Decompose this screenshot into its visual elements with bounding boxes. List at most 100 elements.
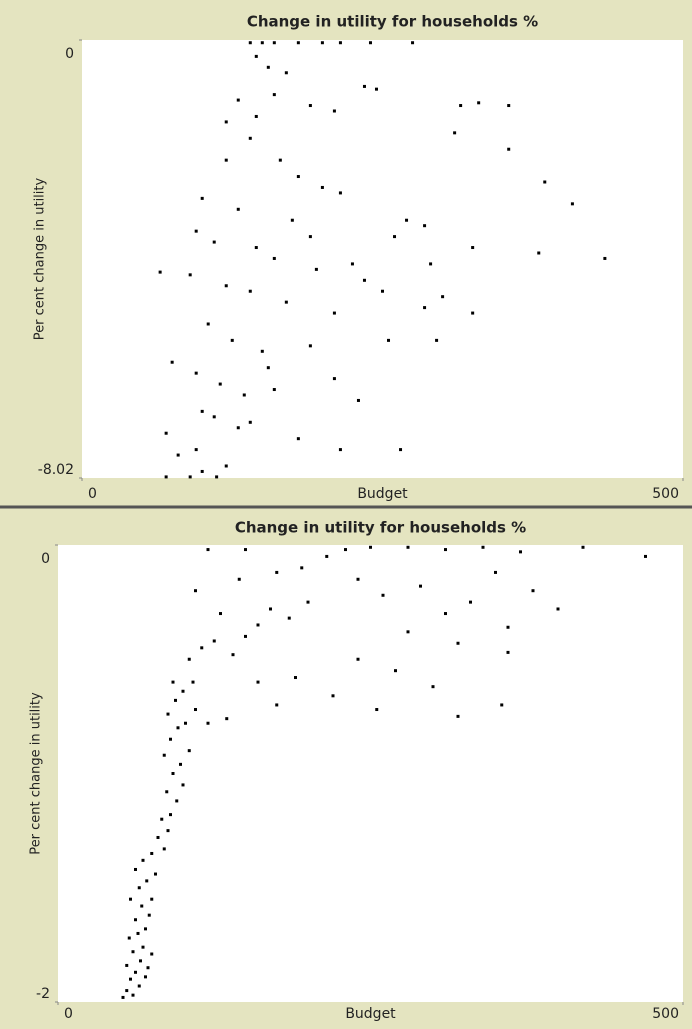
point bbox=[356, 398, 360, 402]
point bbox=[429, 262, 433, 266]
point bbox=[215, 475, 219, 479]
point bbox=[272, 93, 276, 97]
point bbox=[266, 65, 270, 69]
y-tick-label: -2 bbox=[36, 986, 50, 1002]
point bbox=[206, 548, 210, 552]
point bbox=[444, 612, 447, 616]
point bbox=[338, 448, 342, 452]
y-tick-label: 0 bbox=[41, 551, 50, 567]
plot-area bbox=[58, 545, 683, 1002]
point bbox=[170, 360, 174, 364]
point bbox=[141, 945, 145, 949]
point bbox=[244, 548, 247, 552]
point bbox=[506, 650, 510, 654]
point bbox=[158, 270, 162, 274]
point bbox=[194, 589, 197, 593]
point bbox=[237, 577, 241, 581]
point bbox=[150, 897, 154, 901]
point bbox=[242, 393, 246, 397]
point bbox=[275, 570, 279, 574]
point bbox=[166, 829, 170, 833]
point bbox=[308, 235, 312, 239]
point bbox=[381, 593, 385, 597]
point bbox=[129, 897, 132, 901]
point bbox=[332, 109, 336, 113]
chart-title: Change in utility for households % bbox=[247, 13, 538, 31]
point bbox=[200, 469, 204, 473]
point bbox=[231, 653, 235, 657]
point bbox=[200, 409, 204, 413]
point bbox=[507, 104, 511, 108]
point bbox=[423, 306, 427, 310]
point bbox=[125, 963, 129, 967]
point bbox=[570, 202, 574, 206]
point bbox=[194, 448, 198, 452]
point bbox=[236, 426, 240, 430]
point bbox=[374, 87, 378, 91]
y-axis-label: Per cent change in utility bbox=[33, 178, 48, 341]
point bbox=[150, 952, 154, 956]
point bbox=[269, 607, 272, 611]
point bbox=[146, 966, 150, 970]
y-tick-label: -8.02 bbox=[38, 462, 74, 478]
x-tick-label: 500 bbox=[652, 1006, 679, 1022]
point bbox=[423, 224, 427, 228]
point bbox=[459, 104, 463, 108]
point bbox=[256, 680, 260, 684]
point bbox=[287, 616, 291, 620]
point bbox=[406, 630, 410, 634]
point bbox=[260, 349, 264, 353]
point bbox=[224, 158, 228, 162]
point bbox=[137, 886, 141, 890]
point bbox=[150, 851, 154, 855]
point bbox=[169, 737, 172, 741]
point bbox=[200, 646, 204, 650]
point bbox=[368, 41, 372, 45]
point bbox=[236, 98, 240, 102]
point bbox=[162, 753, 166, 757]
point bbox=[296, 437, 300, 441]
point bbox=[230, 338, 234, 342]
point bbox=[381, 289, 384, 293]
point bbox=[176, 453, 180, 457]
point bbox=[219, 612, 222, 616]
point bbox=[194, 229, 198, 233]
point bbox=[187, 749, 191, 753]
point bbox=[200, 196, 204, 200]
point bbox=[431, 685, 435, 689]
chart-title: Change in utility for households % bbox=[235, 519, 526, 537]
point bbox=[206, 721, 210, 725]
point bbox=[411, 41, 415, 45]
point bbox=[179, 762, 182, 766]
point bbox=[164, 431, 168, 435]
point bbox=[266, 366, 270, 370]
point bbox=[444, 548, 447, 552]
point bbox=[248, 420, 252, 424]
point bbox=[181, 689, 185, 693]
point bbox=[325, 554, 329, 558]
point bbox=[188, 273, 192, 277]
point bbox=[356, 577, 360, 581]
point bbox=[272, 256, 276, 260]
point bbox=[603, 256, 607, 260]
point bbox=[169, 813, 172, 817]
point bbox=[456, 641, 460, 645]
point bbox=[344, 548, 347, 552]
point bbox=[140, 904, 144, 908]
point bbox=[188, 475, 192, 479]
y-axis-label: Per cent change in utility bbox=[29, 692, 44, 855]
point bbox=[176, 726, 180, 730]
point bbox=[162, 847, 166, 851]
point bbox=[338, 41, 342, 45]
point bbox=[387, 338, 391, 342]
point bbox=[456, 714, 460, 718]
point bbox=[212, 415, 216, 419]
point bbox=[471, 311, 475, 315]
point bbox=[506, 625, 510, 629]
point bbox=[294, 676, 297, 680]
plot-area bbox=[82, 40, 683, 478]
point bbox=[144, 927, 147, 931]
point bbox=[350, 262, 354, 266]
point bbox=[147, 913, 151, 917]
